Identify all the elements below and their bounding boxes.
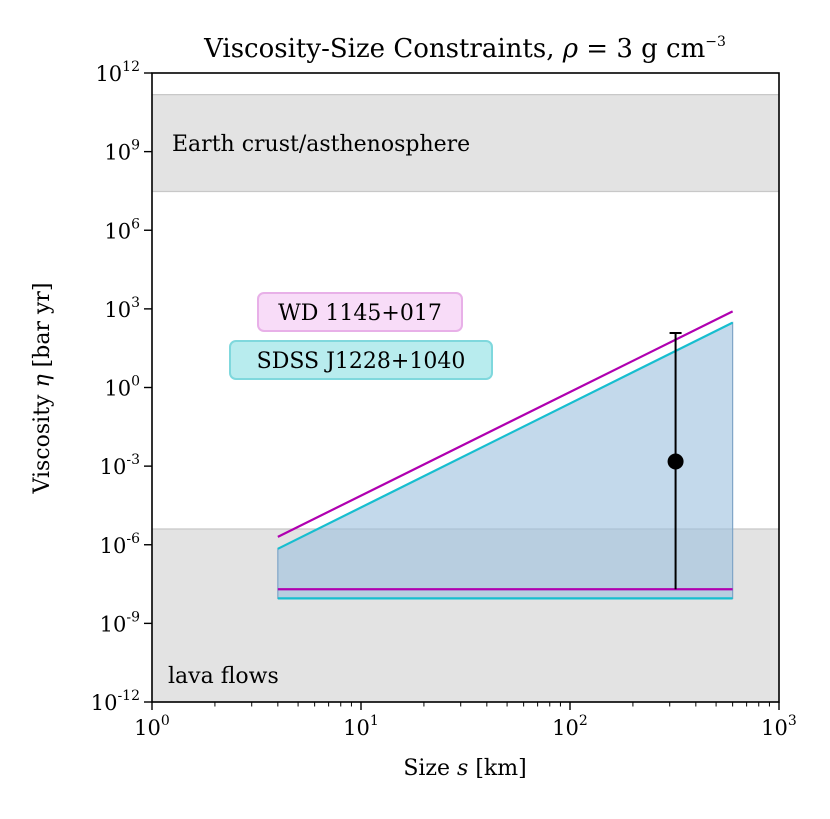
y-tick-label-1: 10-9 [100,609,140,636]
y-tick-label-6: 106 [104,216,140,243]
series-2-upper-line [277,321,734,550]
y-tick-label-2: 10-6 [100,531,140,558]
band-label-lava-flows: lava flows [168,664,279,689]
title-rho: ρ [562,34,579,64]
y-axis-title: Viscosity η [bar yr] [30,283,55,495]
x-axis-title-unit: [km] [468,756,526,781]
x-tick-label-2: 102 [552,713,588,740]
y-tick-label-5: 103 [104,295,140,322]
legend-box-2 [229,340,493,380]
data-point [667,453,684,470]
x-tick-label-0: 100 [134,713,170,740]
chart-title: Viscosity-Size Constraints, ρ = 3 g cm−3 [203,34,726,64]
x-axis-title-text: Size [403,756,457,781]
legend: WD 1145+017 SDSS J1228+1040 [229,292,493,380]
title-eq: = 3 g cm [578,34,705,64]
y-tick-label-7: 109 [104,138,140,165]
series-layer [277,310,734,600]
ticks-layer: 100 101 102 103 10-12 10-9 10-6 10-3 100 103 106 10… [91,59,797,740]
title-text: Viscosity-Size Constraints, [203,34,563,64]
y-tick-label-0: 10-12 [91,688,140,715]
title-exp: −3 [705,34,726,50]
y-tick-label-4: 100 [104,374,140,401]
series-1-upper-line [277,310,734,538]
legend-box-1 [257,292,463,332]
x-tick-label-1: 101 [343,713,379,740]
y-tick-label-8: 1012 [95,59,140,86]
band-1 [152,94,779,192]
band-label-earth-crust: Earth crust/asthenosphere [172,132,470,157]
x-axis-title-symbol: s [457,756,468,781]
x-tick-label-3: 103 [761,713,797,740]
point-layer [667,332,684,590]
x-axis-title: Size s [km] [403,756,526,781]
y-axis-title-unit: [bar yr] [30,283,55,375]
y-axis-title-text: Viscosity [30,388,55,495]
legend-label-2: SDSS J1228+1040 [257,349,466,374]
legend-label-1: WD 1145+017 [278,301,442,326]
y-tick-label-3: 10-3 [100,452,140,479]
y-axis-title-symbol: η [30,374,55,387]
